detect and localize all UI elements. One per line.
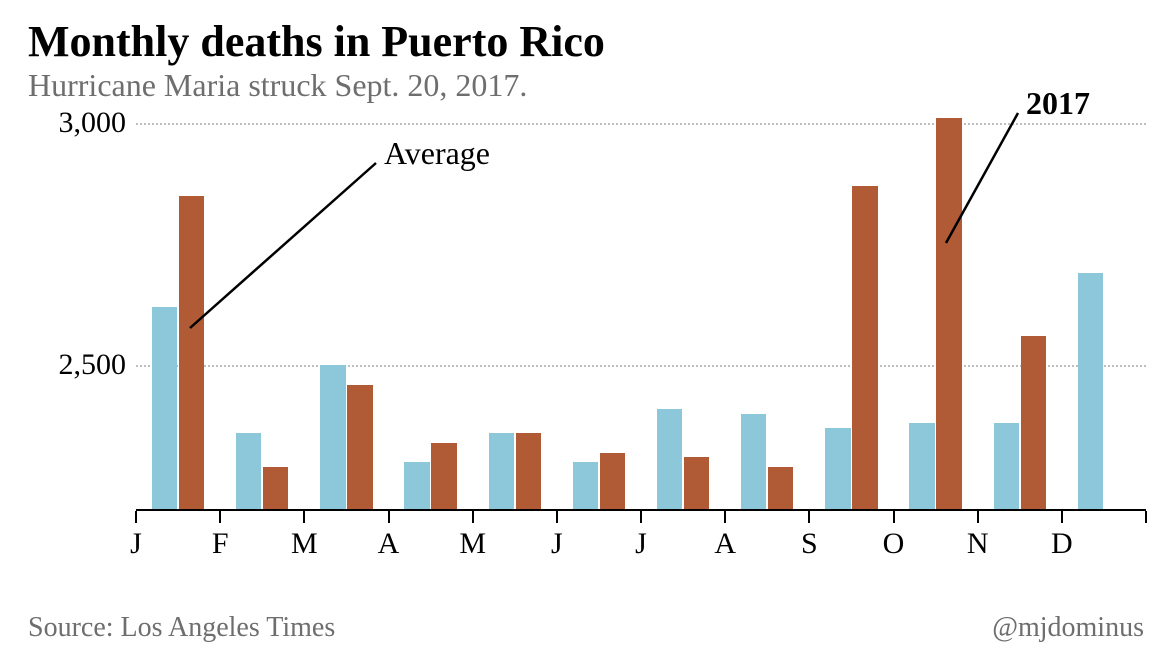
y-axis-label: 3,000 [46, 106, 126, 140]
x-tick [1145, 511, 1147, 523]
x-tick [135, 511, 137, 523]
bar-average [1078, 273, 1103, 509]
bar-average [489, 433, 514, 509]
bar-average [909, 423, 934, 508]
bar-2017 [600, 453, 625, 509]
bar-average [994, 423, 1019, 508]
x-tick [724, 511, 726, 523]
bar-2017 [179, 196, 204, 509]
bar-2017 [1021, 336, 1046, 509]
x-axis-label: J [635, 527, 647, 561]
x-axis-label: O [883, 527, 905, 561]
x-axis-label: J [551, 527, 563, 561]
x-tick [219, 511, 221, 523]
x-tick [472, 511, 474, 523]
bar-average [825, 428, 850, 508]
gridline [136, 365, 1146, 367]
x-axis: JFMAMJJASOND [136, 509, 1146, 511]
bar-2017 [768, 467, 793, 509]
bar-2017 [684, 457, 709, 508]
x-tick [1061, 511, 1063, 523]
x-axis-label: A [378, 527, 400, 561]
x-tick [640, 511, 642, 523]
x-tick [303, 511, 305, 523]
chart-area: 2,5003,000JFMAMJJASONDAverage2017 [28, 115, 1144, 571]
bar-average [320, 365, 345, 509]
x-axis-label: M [459, 527, 486, 561]
x-axis-label: S [801, 527, 818, 561]
chart-footer: Source: Los Angeles Times @mjdominus [28, 612, 1144, 644]
footer-source: Source: Los Angeles Times [28, 612, 335, 643]
annotation-2017: 2017 [1026, 85, 1090, 122]
bar-average [573, 462, 598, 509]
x-axis-label: J [130, 527, 142, 561]
bar-2017 [347, 385, 372, 509]
x-tick [808, 511, 810, 523]
footer-credit: @mjdominus [992, 612, 1144, 644]
chart-subtitle: Hurricane Maria struck Sept. 20, 2017. [28, 66, 1144, 104]
bar-average [152, 307, 177, 509]
x-tick [977, 511, 979, 523]
x-tick [388, 511, 390, 523]
x-axis-label: A [714, 527, 736, 561]
x-axis-label: M [291, 527, 318, 561]
x-axis-label: F [212, 527, 229, 561]
y-axis-label: 2,500 [46, 348, 126, 382]
annotation-average: Average [384, 135, 490, 172]
bar-2017 [516, 433, 541, 509]
bar-average [236, 433, 261, 509]
plot-area: 2,5003,000JFMAMJJASONDAverage2017 [136, 123, 1146, 511]
bar-average [404, 462, 429, 509]
bar-average [657, 409, 682, 509]
bar-2017 [263, 467, 288, 509]
chart-container: Monthly deaths in Puerto Rico Hurricane … [0, 0, 1172, 658]
bar-2017 [431, 443, 456, 509]
x-axis-label: D [1051, 527, 1073, 561]
bar-2017 [936, 118, 961, 509]
gridline [136, 123, 1146, 125]
bar-2017 [852, 186, 877, 509]
x-axis-label: N [967, 527, 989, 561]
x-tick [893, 511, 895, 523]
bar-average [741, 414, 766, 509]
chart-title: Monthly deaths in Puerto Rico [28, 18, 1144, 66]
x-tick [556, 511, 558, 523]
